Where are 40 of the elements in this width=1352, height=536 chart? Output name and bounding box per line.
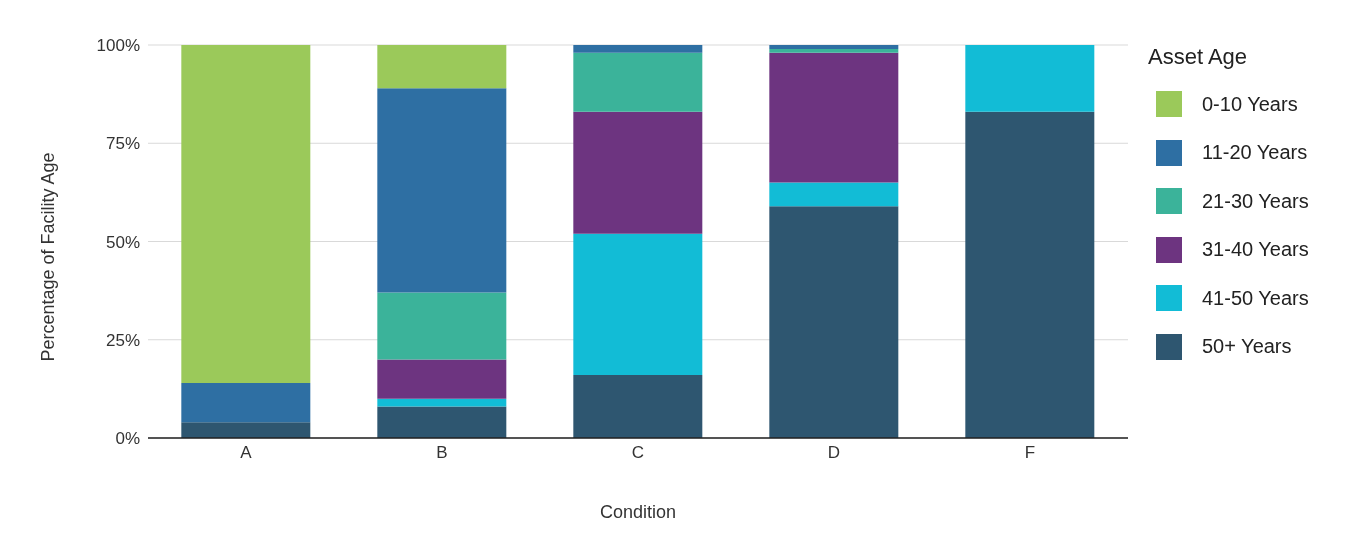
x-tick-label: F	[1024, 443, 1036, 463]
bar	[377, 359, 507, 399]
x-tick-label: A	[240, 443, 253, 463]
bar	[377, 45, 507, 89]
y-axis-title: Percentage of Facility Age	[38, 152, 59, 362]
bar	[181, 45, 311, 383]
bar	[377, 406, 507, 438]
bar	[573, 52, 703, 112]
bar	[573, 375, 703, 438]
x-tick-label: B	[436, 443, 448, 463]
bar	[965, 45, 1095, 112]
bar	[181, 382, 311, 423]
x-axis-title: Condition	[599, 502, 677, 522]
bar	[769, 48, 899, 53]
bar	[769, 206, 899, 438]
bar	[965, 111, 1095, 438]
bar	[377, 88, 507, 293]
x-tick-label: C	[631, 443, 645, 463]
bar	[573, 111, 703, 234]
legend-label: 0-10 Years	[1202, 92, 1298, 116]
y-tick-label: 75%	[105, 134, 140, 154]
y-tick-label: 50%	[105, 232, 140, 252]
bar	[377, 398, 507, 407]
bar	[573, 233, 703, 376]
y-tick-label: 100%	[96, 36, 140, 56]
x-tick-label: D	[827, 443, 841, 463]
legend-title: Asset Age	[1148, 44, 1249, 70]
bar	[573, 45, 703, 53]
bar	[769, 45, 899, 49]
legend-label: 41-50 Years	[1202, 286, 1309, 310]
bar	[769, 52, 899, 183]
legend-label: 50+ Years	[1202, 335, 1292, 359]
bar	[377, 292, 507, 360]
legend-label: 21-30 Years	[1202, 189, 1309, 213]
y-tick-label: 0%	[115, 429, 140, 449]
bar	[769, 182, 899, 207]
bar	[181, 422, 311, 438]
legend-label: 31-40 Years	[1202, 238, 1309, 262]
legend-label: 11-20 Years	[1202, 141, 1308, 165]
y-tick-label: 25%	[105, 330, 140, 350]
